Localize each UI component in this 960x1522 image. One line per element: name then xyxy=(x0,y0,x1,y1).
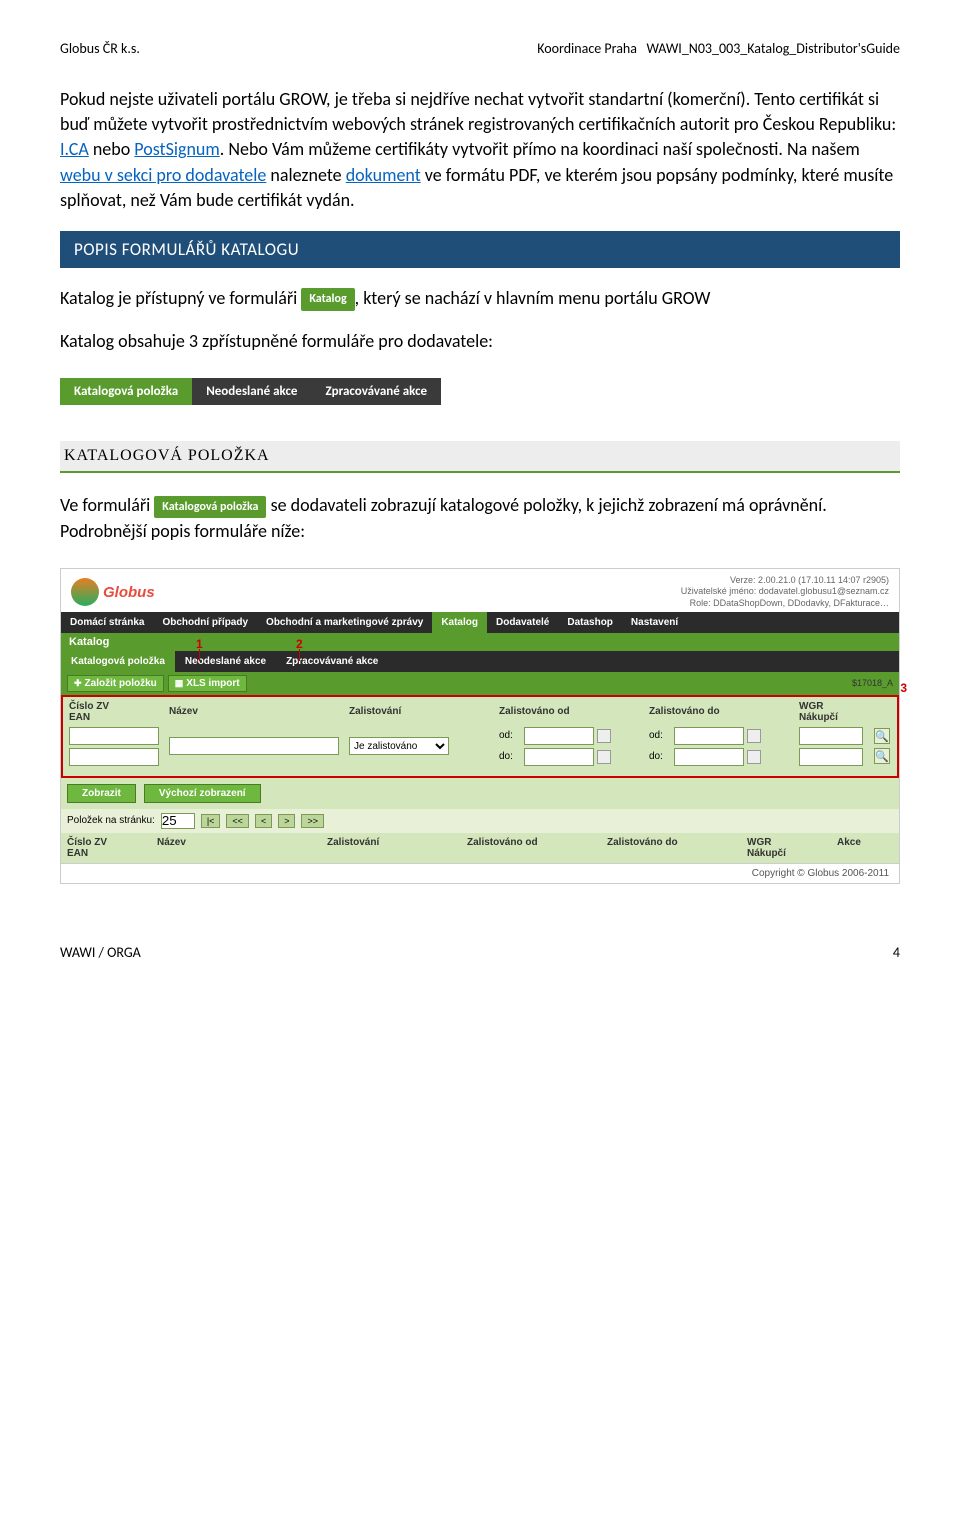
nav-marketing[interactable]: Obchodní a marketingové zprávy xyxy=(257,612,432,633)
tab-katalogova-polozka: Katalogová položka xyxy=(60,378,192,405)
xls-icon: ▦ xyxy=(175,678,184,689)
subheading-katalogova: KATALOGOVÁ POLOŽKA xyxy=(60,441,900,473)
nav-nastaveni[interactable]: Nastavení xyxy=(622,612,687,633)
header-right: Koordinace Praha WAWI_N03_003_Katalog_Di… xyxy=(537,40,900,57)
pager: Položek na stránku: |< << < > >> xyxy=(61,809,899,833)
calendar-icon[interactable] xyxy=(747,729,761,743)
footer-page: 4 xyxy=(893,944,900,961)
search-icon[interactable]: 🔍 xyxy=(874,748,890,764)
calendar-icon[interactable] xyxy=(597,750,611,764)
pager-prev[interactable]: < xyxy=(255,814,272,828)
btn-vychozi[interactable]: Výchozí zobrazení xyxy=(144,784,261,803)
footer-left: WAWI / ORGA xyxy=(60,944,141,961)
nav-dodavatele[interactable]: Dodavatelé xyxy=(487,612,558,633)
app-topbar: Globus Verze: 2.00.21.0 (17.10.11 14:07 … xyxy=(61,569,899,612)
pager-input[interactable] xyxy=(161,813,195,829)
fh-zalistovano-od: Zalistováno od xyxy=(499,706,639,717)
btn-zobrazit[interactable]: Zobrazit xyxy=(67,784,136,803)
link-ica[interactable]: I.CA xyxy=(60,138,89,160)
fh-nazev: Název xyxy=(169,706,339,717)
subtab-neodeslane-akce[interactable]: Neodeslané akce xyxy=(175,651,276,672)
katalog-button-inline: Katalog xyxy=(301,288,354,311)
filter-buttons: Zobrazit Výchozí zobrazení xyxy=(61,778,899,809)
fh-cislo-zv: Číslo ZVEAN xyxy=(69,701,159,723)
calendar-icon[interactable] xyxy=(747,750,761,764)
catalog-forms-text: Katalog obsahuje 3 zpřístupněné formulář… xyxy=(60,329,900,354)
doc-footer: WAWI / ORGA 4 xyxy=(60,944,900,961)
katalogova-polozka-button-inline: Katalogová položka xyxy=(154,496,266,519)
select-zalistovani[interactable]: Je zalistováno xyxy=(349,737,449,755)
meta-user: Uživatelské jméno: dodavatel.globusu1@se… xyxy=(681,586,889,598)
action-row: ✚ Založit položku ▦ XLS import $17018_A xyxy=(61,672,899,695)
pager-prevfast[interactable]: << xyxy=(226,814,249,828)
tab-neodeslane-akce: Neodeslané akce xyxy=(192,378,311,405)
input-nazev[interactable] xyxy=(169,737,339,755)
search-icon[interactable]: 🔍 xyxy=(874,728,890,744)
form-description: Ve formuláři Katalogová položka se dodav… xyxy=(60,493,900,543)
input-od-to[interactable] xyxy=(524,748,594,766)
link-dokument[interactable]: dokument xyxy=(346,164,421,186)
filter-area: 3 Číslo ZVEAN Název Zalistování Zalistov… xyxy=(61,695,899,778)
intro-paragraph: Pokud nejste uživateli portálu GROW, je … xyxy=(60,87,900,213)
tabs-illustration: Katalogová položka Neodeslané akce Zprac… xyxy=(60,378,441,405)
nav-katalog[interactable]: Katalog xyxy=(432,612,487,633)
input-ean[interactable] xyxy=(69,748,159,766)
pager-label: Položek na stránku: xyxy=(67,815,155,826)
fh-zalistovano-do: Zalistováno do xyxy=(649,706,789,717)
logo-icon xyxy=(71,578,99,606)
doc-header: Globus ČR k.s. Koordinace Praha WAWI_N03… xyxy=(60,40,900,57)
calendar-icon[interactable] xyxy=(597,729,611,743)
pager-first[interactable]: |< xyxy=(201,814,221,828)
nav-home[interactable]: Domácí stránka xyxy=(61,612,153,633)
help-id: $17018_A xyxy=(852,678,893,688)
sub-bar: Katalog xyxy=(61,633,899,651)
btn-zalozit-polozku[interactable]: ✚ Založit položku xyxy=(67,675,164,692)
catalog-access-text: Katalog je přístupný ve formuláři Katalo… xyxy=(60,286,900,311)
callout-3: 3 xyxy=(900,681,907,695)
subtab-katalogova-polozka[interactable]: Katalogová položka xyxy=(61,651,175,672)
fh-zalistovani: Zalistování xyxy=(349,706,489,717)
nav-business-cases[interactable]: Obchodní případy xyxy=(153,612,257,633)
pager-next[interactable]: > xyxy=(278,814,295,828)
app-screenshot: Globus Verze: 2.00.21.0 (17.10.11 14:07 … xyxy=(60,568,900,884)
pager-nextfast[interactable]: >> xyxy=(301,814,324,828)
link-web-dodavatele[interactable]: webu v sekci pro dodavatele xyxy=(60,164,266,186)
subtab-zpracovavane-akce[interactable]: Zpracovávané akce xyxy=(276,651,388,672)
plus-icon: ✚ xyxy=(74,678,82,689)
input-do-to[interactable] xyxy=(674,748,744,766)
fh-wgr: WGRNákupčí xyxy=(799,701,863,723)
input-nakupci[interactable] xyxy=(799,748,863,766)
btn-xls-import[interactable]: ▦ XLS import xyxy=(168,675,247,692)
nav-datashop[interactable]: Datashop xyxy=(558,612,622,633)
input-do-from[interactable] xyxy=(674,727,744,745)
input-cislo-zv[interactable] xyxy=(69,727,159,745)
input-od-from[interactable] xyxy=(524,727,594,745)
logo-text: Globus xyxy=(103,584,155,601)
link-postsignum[interactable]: PostSignum xyxy=(134,138,219,160)
main-nav: Domácí stránka Obchodní případy Obchodní… xyxy=(61,612,899,633)
user-meta: Verze: 2.00.21.0 (17.10.11 14:07 r2905) … xyxy=(681,575,889,610)
tab-zpracovavane-akce: Zpracovávané akce xyxy=(311,378,441,405)
app-copyright: Copyright © Globus 2006-2011 xyxy=(61,863,899,883)
result-header: Číslo ZVEAN Název Zalistování Zalistován… xyxy=(61,833,899,863)
section-heading: POPIS FORMULÁŘŮ KATALOGU xyxy=(60,231,900,268)
header-left: Globus ČR k.s. xyxy=(60,40,140,57)
input-wgr[interactable] xyxy=(799,727,863,745)
logo: Globus xyxy=(71,575,155,610)
meta-role: Role: DDataShopDown, DDodavky, DFakturac… xyxy=(681,598,889,610)
meta-version: Verze: 2.00.21.0 (17.10.11 14:07 r2905) xyxy=(681,575,889,587)
sub-tabs: 1 2 Katalogová položka Neodeslané akce Z… xyxy=(61,651,899,672)
